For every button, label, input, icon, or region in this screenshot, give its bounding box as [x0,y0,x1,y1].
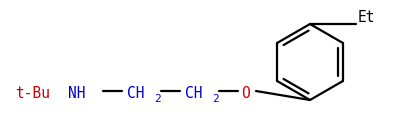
Text: NH: NH [68,86,85,100]
Text: 2: 2 [154,94,161,104]
Text: t-Bu: t-Bu [15,86,50,100]
Text: Et: Et [358,10,375,26]
Text: CH: CH [185,86,202,100]
Text: 2: 2 [212,94,219,104]
Text: CH: CH [127,86,145,100]
Text: O: O [241,86,250,100]
